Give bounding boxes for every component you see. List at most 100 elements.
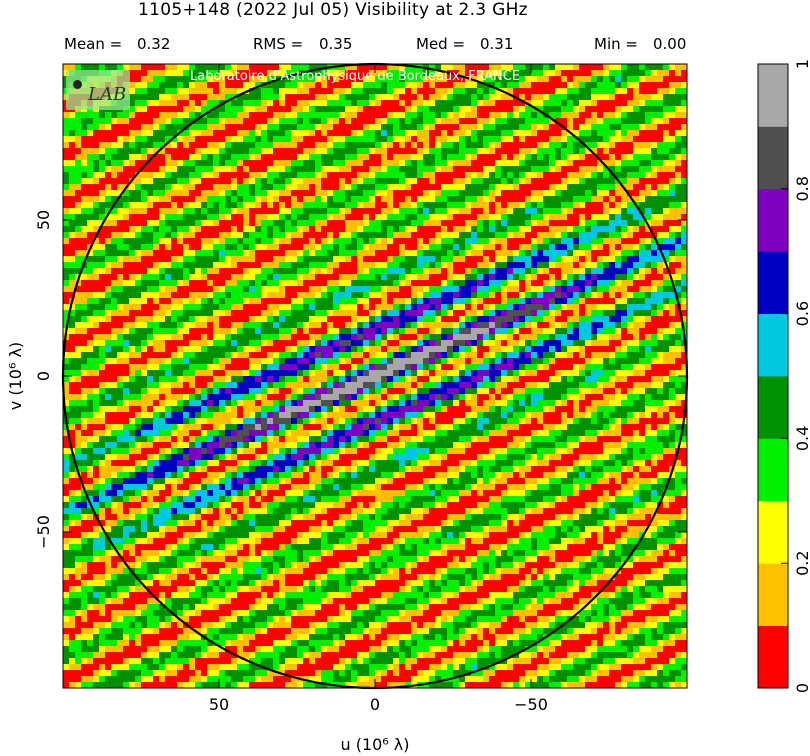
heatmap-cell	[267, 250, 274, 257]
heatmap-cell	[639, 76, 646, 83]
heatmap-cell	[423, 304, 430, 311]
heatmap-cell	[555, 130, 562, 137]
heatmap-cell	[597, 340, 604, 347]
heatmap-cell	[345, 214, 352, 221]
heatmap-cell	[423, 130, 430, 137]
heatmap-cell	[507, 142, 514, 149]
heatmap-cell	[345, 130, 352, 137]
heatmap-cell	[327, 160, 334, 167]
heatmap-cell	[597, 88, 604, 95]
heatmap-cell	[291, 154, 298, 161]
heatmap-cell	[417, 328, 424, 335]
heatmap-cell	[477, 82, 484, 89]
heatmap-cell	[327, 142, 334, 149]
heatmap-cell	[327, 268, 334, 275]
heatmap-cell	[645, 154, 652, 161]
heatmap-cell	[297, 346, 304, 353]
heatmap-cell	[255, 82, 262, 89]
heatmap-cell	[147, 196, 154, 203]
heatmap-cell	[93, 280, 100, 287]
heatmap-cell	[441, 70, 448, 77]
heatmap-cell	[111, 148, 118, 155]
heatmap-cell	[159, 310, 166, 317]
heatmap-cell	[651, 238, 658, 245]
heatmap-cell	[435, 298, 442, 305]
heatmap-cell	[243, 244, 250, 251]
heatmap-cell	[441, 130, 448, 137]
heatmap-cell	[267, 76, 274, 83]
heatmap-cell	[567, 202, 574, 209]
heatmap-cell	[579, 142, 586, 149]
heatmap-cell	[453, 310, 460, 317]
heatmap-cell	[105, 226, 112, 233]
heatmap-cell	[291, 106, 298, 113]
heatmap-cell	[303, 280, 310, 287]
heatmap-cell	[117, 142, 124, 149]
heatmap-cell	[363, 244, 370, 251]
heatmap-cell	[465, 298, 472, 305]
heatmap-cell	[501, 238, 508, 245]
heatmap-cell	[111, 166, 118, 173]
heatmap-cell	[651, 262, 658, 269]
heatmap-cell	[117, 160, 124, 167]
heatmap-cell	[441, 292, 448, 299]
heatmap-cell	[75, 166, 82, 173]
heatmap-cell	[387, 136, 394, 143]
heatmap-cell	[255, 112, 262, 119]
heatmap-cell	[489, 136, 496, 143]
heatmap-cell	[357, 328, 364, 335]
heatmap-cell	[297, 100, 304, 107]
heatmap-cell	[303, 346, 310, 353]
heatmap-cell	[591, 238, 598, 245]
heatmap-cell	[219, 310, 226, 317]
heatmap-cell	[567, 298, 574, 305]
heatmap-cell	[339, 328, 346, 335]
heatmap-cell	[309, 88, 316, 95]
heatmap-cell	[201, 154, 208, 161]
heatmap-cell	[117, 220, 124, 227]
heatmap-cell	[327, 100, 334, 107]
heatmap-cell	[327, 220, 334, 227]
heatmap-cell	[159, 256, 166, 263]
heatmap-cell	[309, 82, 316, 89]
heatmap-cell	[105, 154, 112, 161]
heatmap-cell	[633, 124, 640, 131]
heatmap-cell	[297, 82, 304, 89]
heatmap-cell	[543, 184, 550, 191]
heatmap-cell	[75, 322, 82, 329]
heatmap-cell	[243, 166, 250, 173]
heatmap-cell	[315, 226, 322, 233]
heatmap-cell	[381, 244, 388, 251]
heatmap-cell	[333, 280, 340, 287]
heatmap-cell	[201, 262, 208, 269]
heatmap-cell	[447, 154, 454, 161]
heatmap-cell	[195, 76, 202, 83]
heatmap-cell	[435, 148, 442, 155]
heatmap-cell	[567, 112, 574, 119]
heatmap-cell	[453, 160, 460, 167]
heatmap-cell	[165, 244, 172, 251]
heatmap-cell	[567, 304, 574, 311]
heatmap-cell	[543, 232, 550, 239]
heatmap-cell	[201, 220, 208, 227]
heatmap-cell	[603, 76, 610, 83]
heatmap-cell	[171, 112, 178, 119]
heatmap-cell	[249, 202, 256, 209]
heatmap-cell	[267, 322, 274, 329]
heatmap-cell	[651, 154, 658, 161]
heatmap-cell	[111, 334, 118, 341]
heatmap-cell	[159, 100, 166, 107]
heatmap-cell	[651, 166, 658, 173]
heatmap-cell	[69, 130, 76, 137]
heatmap-cell	[219, 130, 226, 137]
heatmap-cell	[543, 280, 550, 287]
heatmap-cell	[75, 124, 82, 131]
heatmap-cell	[81, 220, 88, 227]
heatmap-cell	[189, 328, 196, 335]
heatmap-cell	[87, 64, 94, 71]
heatmap-cell	[387, 70, 394, 77]
heatmap-cell	[333, 172, 340, 179]
heatmap-cell	[399, 226, 406, 233]
heatmap-cell	[159, 238, 166, 245]
heatmap-cell	[147, 172, 154, 179]
